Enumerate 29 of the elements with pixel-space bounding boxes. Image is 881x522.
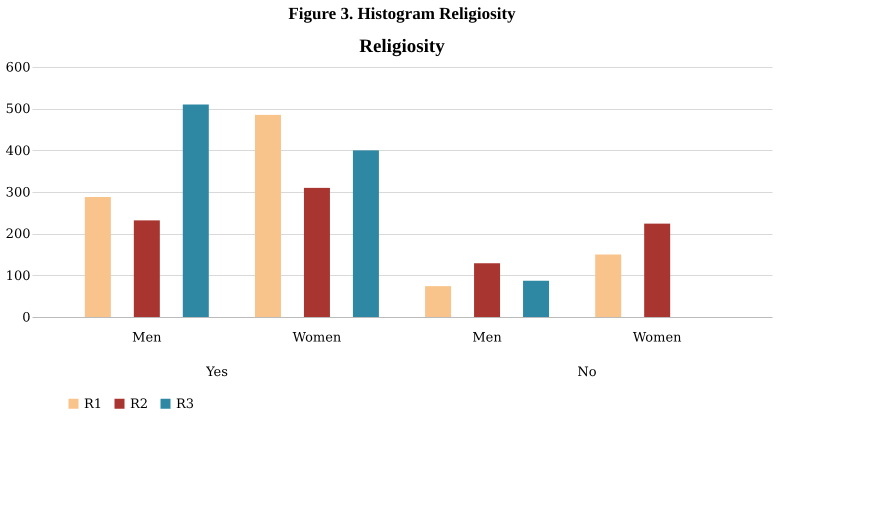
text: No xyxy=(577,365,597,380)
bar xyxy=(425,286,452,317)
chart-title: Figure 3. Histogram Religiosity xyxy=(288,4,516,23)
bar xyxy=(254,114,281,317)
y-tick-label: 0 xyxy=(22,310,30,326)
x-tick-label: Women xyxy=(292,330,342,346)
text: Yes xyxy=(205,365,228,380)
y-tick-label: 600 xyxy=(6,60,30,76)
y-tick-label: 400 xyxy=(6,144,30,159)
bar xyxy=(523,280,550,317)
bar xyxy=(84,197,111,317)
x-tick-label: Men xyxy=(132,330,162,346)
chart-subtitle: Religiosity xyxy=(359,36,446,57)
bar xyxy=(352,150,379,317)
y-tick-label: 100 xyxy=(6,268,30,284)
bar xyxy=(595,254,622,317)
legend-label: R2 xyxy=(130,396,148,412)
bar xyxy=(304,188,330,317)
bar xyxy=(644,224,670,317)
bar xyxy=(182,104,209,317)
y-tick-label: 500 xyxy=(6,102,30,118)
bar xyxy=(134,220,160,317)
legend-label: R1 xyxy=(84,396,102,412)
x-tick-label: Men xyxy=(472,330,502,346)
y-tick-label: 300 xyxy=(6,186,30,200)
bar xyxy=(474,263,500,317)
x-tick-label: Women xyxy=(632,330,682,346)
y-tick-label: 200 xyxy=(6,227,30,242)
legend-label: R3 xyxy=(176,396,194,412)
